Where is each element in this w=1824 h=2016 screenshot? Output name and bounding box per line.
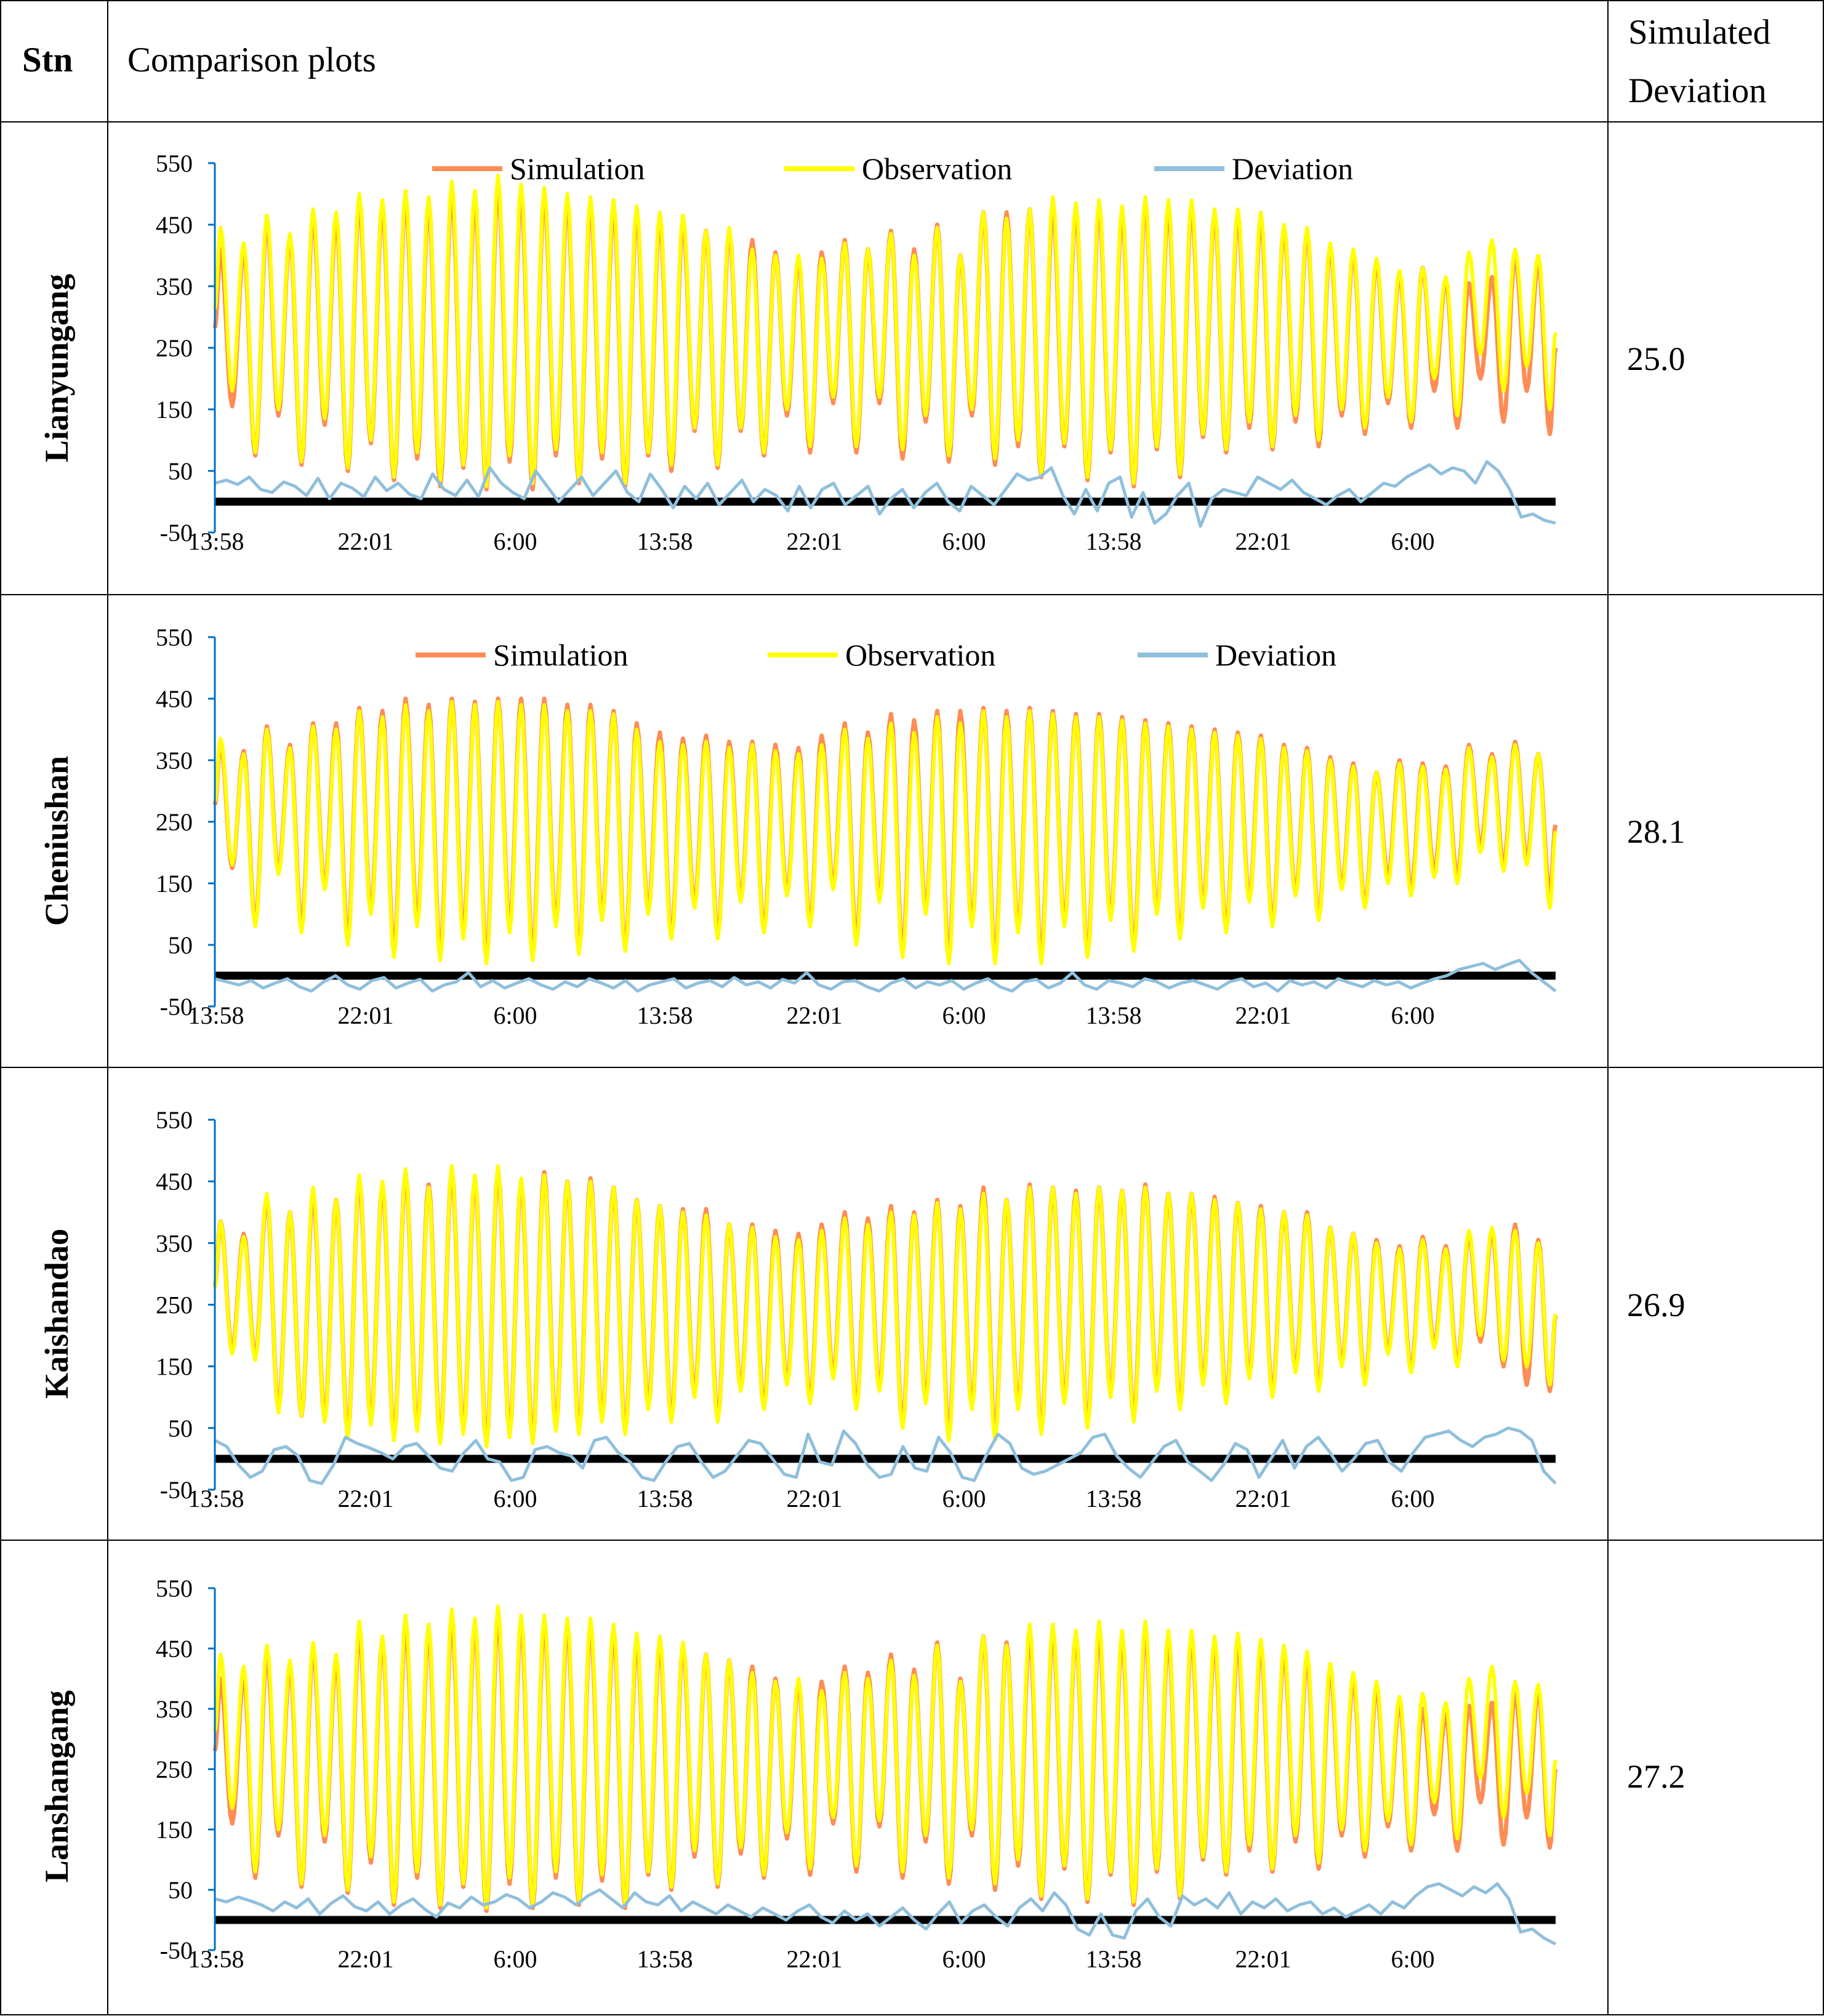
x-tick-label: 6:00 <box>1391 528 1434 555</box>
x-tick-label: 22:01 <box>1235 528 1291 555</box>
y-tick-label: 450 <box>156 1635 193 1663</box>
y-tick-label: 550 <box>156 1106 193 1134</box>
legend-label-observation: Observation <box>862 151 1012 186</box>
x-tick-label: 22:01 <box>786 1485 842 1512</box>
y-tick-label: -50 <box>160 993 193 1021</box>
x-tick-label: 13:58 <box>637 1002 693 1029</box>
observation-line <box>213 174 1557 488</box>
legend-label-deviation: Deviation <box>1232 151 1353 186</box>
y-tick-label: -50 <box>160 1476 193 1504</box>
y-tick-label: 450 <box>156 1168 193 1195</box>
x-tick-label: 6:00 <box>1391 1485 1434 1512</box>
y-tick-label: 550 <box>156 624 193 651</box>
x-tick-label: 13:58 <box>188 528 244 555</box>
x-tick-label: 13:58 <box>188 1485 244 1512</box>
y-tick-label: 50 <box>168 1415 193 1442</box>
y-tick-label: 150 <box>156 870 193 898</box>
y-tick-label: 250 <box>156 334 193 362</box>
x-tick-label: 22:01 <box>1235 1485 1291 1512</box>
header-deviation: Deviation <box>1628 71 1767 110</box>
deviation-value: 27.2 <box>1627 1758 1685 1795</box>
x-tick-label: 6:00 <box>1391 1002 1434 1029</box>
x-tick-label: 22:01 <box>337 1945 393 1973</box>
x-tick-label: 6:00 <box>493 528 537 555</box>
x-tick-label: 22:01 <box>786 1002 842 1029</box>
y-tick-label: -50 <box>160 519 193 547</box>
deviation-line <box>214 1426 1557 1485</box>
x-tick-label: 13:58 <box>188 1002 244 1029</box>
x-tick-label: 6:00 <box>493 1485 537 1512</box>
x-tick-label: 13:58 <box>1085 528 1141 555</box>
x-tick-label: 6:00 <box>942 528 986 555</box>
legend-label-simulation: Simulation <box>510 151 645 186</box>
observation-line <box>213 1164 1557 1448</box>
y-tick-label: 450 <box>156 211 193 239</box>
x-tick-label: 6:00 <box>493 1002 537 1029</box>
deviation-line <box>214 1882 1557 1946</box>
legend-label-observation: Observation <box>845 638 995 672</box>
y-tick-label: 450 <box>156 685 193 713</box>
y-tick-label: 250 <box>156 1756 193 1783</box>
y-tick-label: 350 <box>156 273 193 300</box>
x-tick-label: 22:01 <box>337 1002 393 1029</box>
x-tick-label: 13:58 <box>1085 1945 1141 1973</box>
y-tick-label: 50 <box>168 931 193 959</box>
deviation-value: 28.1 <box>1627 813 1685 850</box>
legend-label-deviation: Deviation <box>1215 638 1336 672</box>
observation-line <box>213 700 1557 965</box>
observation-line <box>213 1604 1557 1910</box>
y-tick-label: 150 <box>156 1816 193 1844</box>
y-tick-label: 550 <box>156 150 193 177</box>
x-tick-label: 13:58 <box>188 1945 244 1973</box>
x-tick-label: 22:01 <box>786 528 842 555</box>
x-tick-label: 6:00 <box>942 1002 986 1029</box>
x-tick-label: 22:01 <box>1235 1002 1291 1029</box>
x-tick-label: 6:00 <box>942 1485 986 1512</box>
x-tick-label: 13:58 <box>637 1485 693 1512</box>
legend-label-simulation: Simulation <box>493 638 628 672</box>
y-tick-label: 150 <box>156 1353 193 1381</box>
deviation-cell <box>1607 1540 1824 2015</box>
x-tick-label: 13:58 <box>637 1945 693 1973</box>
x-tick-label: 22:01 <box>337 1485 393 1512</box>
y-tick-label: 350 <box>156 1229 193 1257</box>
y-tick-label: 50 <box>168 1876 193 1904</box>
y-tick-label: 350 <box>156 1695 193 1723</box>
deviation-line <box>214 958 1557 993</box>
x-tick-label: 6:00 <box>1391 1945 1434 1973</box>
header-station: Stn <box>22 41 73 79</box>
legend: Simulation Observation Deviation <box>432 151 1353 186</box>
y-tick-label: 250 <box>156 1291 193 1319</box>
deviation-value: 26.9 <box>1627 1287 1685 1323</box>
deviation-value: 25.0 <box>1627 340 1685 377</box>
deviation-line <box>214 460 1556 528</box>
y-tick-label: 250 <box>156 808 193 836</box>
x-tick-label: 22:01 <box>1235 1945 1291 1973</box>
x-tick-label: 13:58 <box>1085 1002 1141 1029</box>
y-tick-label: 150 <box>156 396 193 424</box>
header-simulated: Simulated <box>1628 13 1771 52</box>
x-tick-label: 6:00 <box>493 1945 537 1973</box>
header-comparison-plots: Comparison plots <box>127 41 376 79</box>
x-tick-label: 6:00 <box>942 1945 986 1973</box>
x-tick-label: 22:01 <box>786 1945 842 1973</box>
x-tick-label: 13:58 <box>637 528 693 555</box>
x-tick-label: 13:58 <box>1085 1485 1141 1512</box>
y-tick-label: 50 <box>168 457 193 485</box>
x-tick-label: 22:01 <box>337 528 393 555</box>
legend: Simulation Observation Deviation <box>416 638 1336 672</box>
y-tick-label: 350 <box>156 747 193 774</box>
y-tick-label: -50 <box>160 1937 193 1964</box>
y-tick-label: 550 <box>156 1575 193 1602</box>
